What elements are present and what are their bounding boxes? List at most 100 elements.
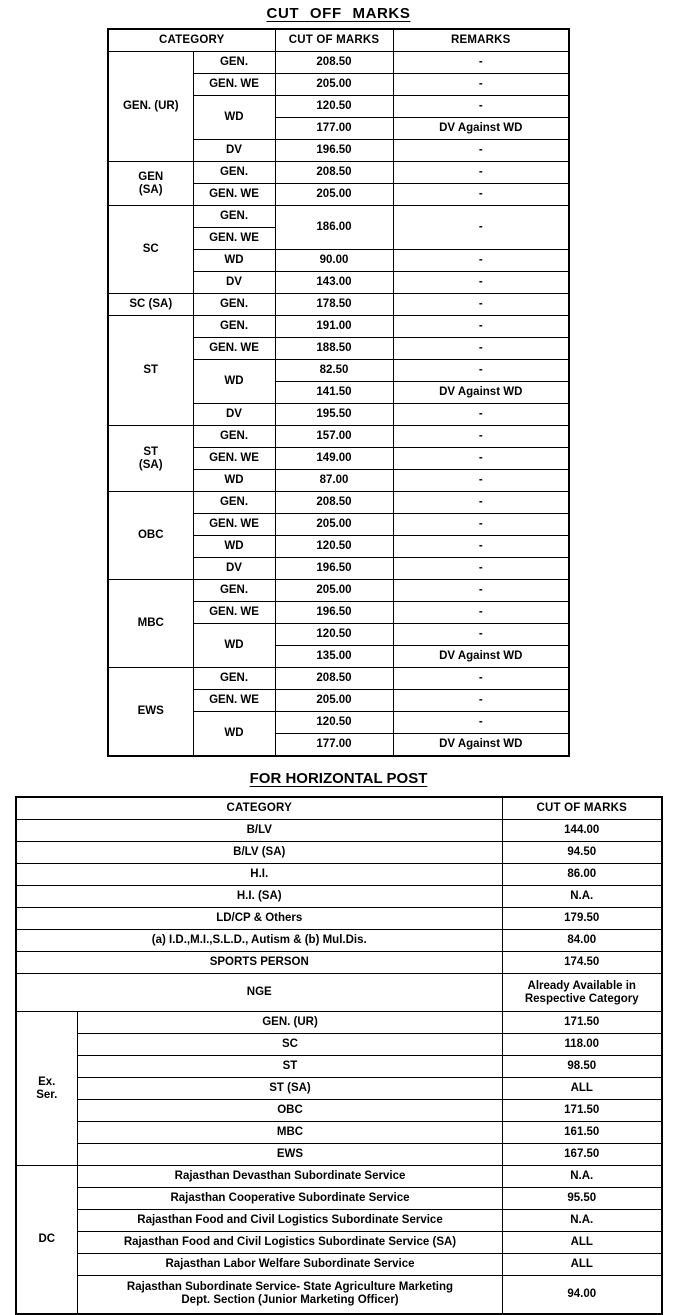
marks-value: 196.50	[274, 601, 394, 624]
remarks-value: DV Against WD	[392, 645, 570, 668]
table-row: ST GEN. 191.00 -	[107, 315, 570, 426]
group-label-line2: (SA)	[138, 458, 163, 471]
header-cut-of-marks: CUT OF MARKS	[274, 28, 394, 52]
marks-value: 171.50	[502, 1099, 662, 1122]
group-label-mbc: MBC	[107, 579, 194, 668]
marks-value: 188.50	[274, 337, 394, 360]
group-label-gen-sa: GEN (SA)	[107, 161, 194, 206]
marks-value: 174.50	[502, 951, 662, 974]
sub-category: GEN.	[192, 293, 276, 316]
category-value: H.I.	[15, 863, 503, 886]
table-row: DV 196.50 -	[108, 557, 570, 580]
remarks-value: -	[392, 95, 570, 118]
category-value: ST (SA)	[77, 1077, 503, 1100]
table-row: DV 195.50 -	[108, 403, 570, 426]
remarks-value: -	[392, 139, 570, 162]
marks-value: 167.50	[502, 1143, 662, 1166]
table-row: OBC GEN. 208.50 -	[107, 491, 570, 580]
marks-value: ALL	[502, 1077, 662, 1100]
category-value: Rajasthan Food and Civil Logistics Subor…	[77, 1209, 503, 1232]
marks-value: 135.00	[274, 645, 394, 668]
marks-value: 141.50	[274, 381, 394, 404]
marks-value: 208.50	[274, 491, 394, 514]
table-row: Rajasthan Food and Civil Logistics Subor…	[16, 1209, 662, 1232]
table-row: ST (SA) ALL	[16, 1077, 662, 1100]
table-header-row: CATEGORY CUT OF MARKS	[15, 796, 662, 820]
marks-value: 177.00	[274, 733, 394, 757]
marks-value: 120.50	[274, 711, 394, 734]
table-row: H.I. (SA) N.A.	[15, 885, 662, 908]
table-row: WD 120.50 -	[108, 711, 570, 757]
marks-value: 118.00	[502, 1033, 662, 1056]
group-label-line2: (SA)	[138, 183, 163, 196]
sub-category: GEN. WE	[192, 689, 276, 712]
group-label-st-sa: ST (SA)	[107, 425, 194, 492]
table-row: WD 90.00 -	[108, 249, 570, 272]
table-row: GEN. WE 188.50 -	[108, 337, 570, 360]
table-row: WD 87.00 -	[108, 469, 570, 492]
sub-category: GEN. WE	[192, 337, 276, 360]
sub-category: GEN.	[192, 425, 276, 448]
remarks-value: DV Against WD	[392, 117, 570, 140]
marks-value: 205.00	[274, 689, 394, 712]
table-row: B/LV 144.00	[15, 819, 662, 842]
nge-marks-line2: Respective Category	[524, 992, 639, 1005]
horizontal-post-table-container: CATEGORY CUT OF MARKS B/LV 144.00 B/LV (…	[0, 796, 677, 1315]
sub-category: GEN.	[192, 205, 276, 228]
category-value: Rajasthan Cooperative Subordinate Servic…	[77, 1187, 503, 1210]
marks-value: 94.50	[502, 841, 662, 864]
remarks-value: DV Against WD	[392, 733, 570, 757]
marks-value: N.A.	[502, 1165, 662, 1188]
group-label-st: ST	[107, 315, 194, 426]
marks-value: 120.50	[274, 95, 394, 118]
category-value: Rajasthan Food and Civil Logistics Subor…	[77, 1231, 503, 1254]
sub-category-wd: WD	[192, 95, 276, 140]
sub-category-wd: WD	[192, 711, 276, 757]
marks-value: 205.00	[274, 73, 394, 96]
remarks-value: -	[392, 557, 570, 580]
category-value: H.I. (SA)	[15, 885, 503, 908]
group-label-obc: OBC	[107, 491, 194, 580]
table-row: WD 82.50 -	[108, 359, 570, 404]
table-row: Rajasthan Food and Civil Logistics Subor…	[16, 1231, 662, 1254]
document-page: CUT OFF MARKS CATEGORY CUT OF MARKS REMA…	[0, 5, 677, 1315]
remarks-value: -	[392, 491, 570, 514]
remarks-value: -	[392, 513, 570, 536]
table-row: (a) I.D.,M.I.,S.L.D., Autism & (b) Mul.D…	[15, 929, 662, 952]
marks-value: 87.00	[274, 469, 394, 492]
marks-value: 86.00	[502, 863, 662, 886]
table-row: SPORTS PERSON 174.50	[15, 951, 662, 974]
marks-value: 186.00	[274, 205, 394, 250]
category-value: SC	[77, 1033, 503, 1056]
table-row: EWS GEN. 208.50 -	[107, 667, 570, 757]
marks-value: 98.50	[502, 1055, 662, 1078]
table-row: GEN. (UR) GEN. 208.50 -	[107, 51, 570, 162]
cut-off-marks-table-container: CATEGORY CUT OF MARKS REMARKS GEN. (UR) …	[0, 28, 677, 757]
remarks-value: -	[392, 337, 570, 360]
remarks-value: -	[392, 161, 570, 184]
table-row: 177.00 DV Against WD	[108, 733, 570, 757]
table-row: SC (SA) GEN. 178.50 -	[107, 293, 570, 316]
group-label-sc: SC	[107, 205, 194, 294]
group-label-line1: GEN	[138, 170, 164, 183]
marks-value: 191.00	[274, 315, 394, 338]
table-row: DC Rajasthan Devasthan Subordinate Servi…	[15, 1165, 662, 1314]
remarks-value: -	[392, 51, 570, 74]
table-row: LD/CP & Others 179.50	[15, 907, 662, 930]
cut-off-marks-table: CATEGORY CUT OF MARKS REMARKS GEN. (UR) …	[107, 28, 570, 757]
marks-value: N.A.	[502, 885, 662, 908]
category-value: B/LV (SA)	[15, 841, 503, 864]
remarks-value: -	[392, 249, 570, 272]
marks-value: 196.50	[274, 139, 394, 162]
sub-category: GEN. WE	[192, 601, 276, 624]
sub-category: DV	[192, 271, 276, 294]
table-row: 177.00 DV Against WD	[108, 117, 570, 140]
sub-category: GEN.	[192, 667, 276, 690]
sub-category: GEN. WE	[192, 73, 276, 96]
marks-value: 179.50	[502, 907, 662, 930]
table-row: WD 120.50 -	[108, 535, 570, 558]
marks-value: 171.50	[502, 1011, 662, 1034]
sub-category: GEN. WE	[192, 227, 276, 250]
category-value: MBC	[77, 1121, 503, 1144]
sub-category: GEN. WE	[192, 183, 276, 206]
